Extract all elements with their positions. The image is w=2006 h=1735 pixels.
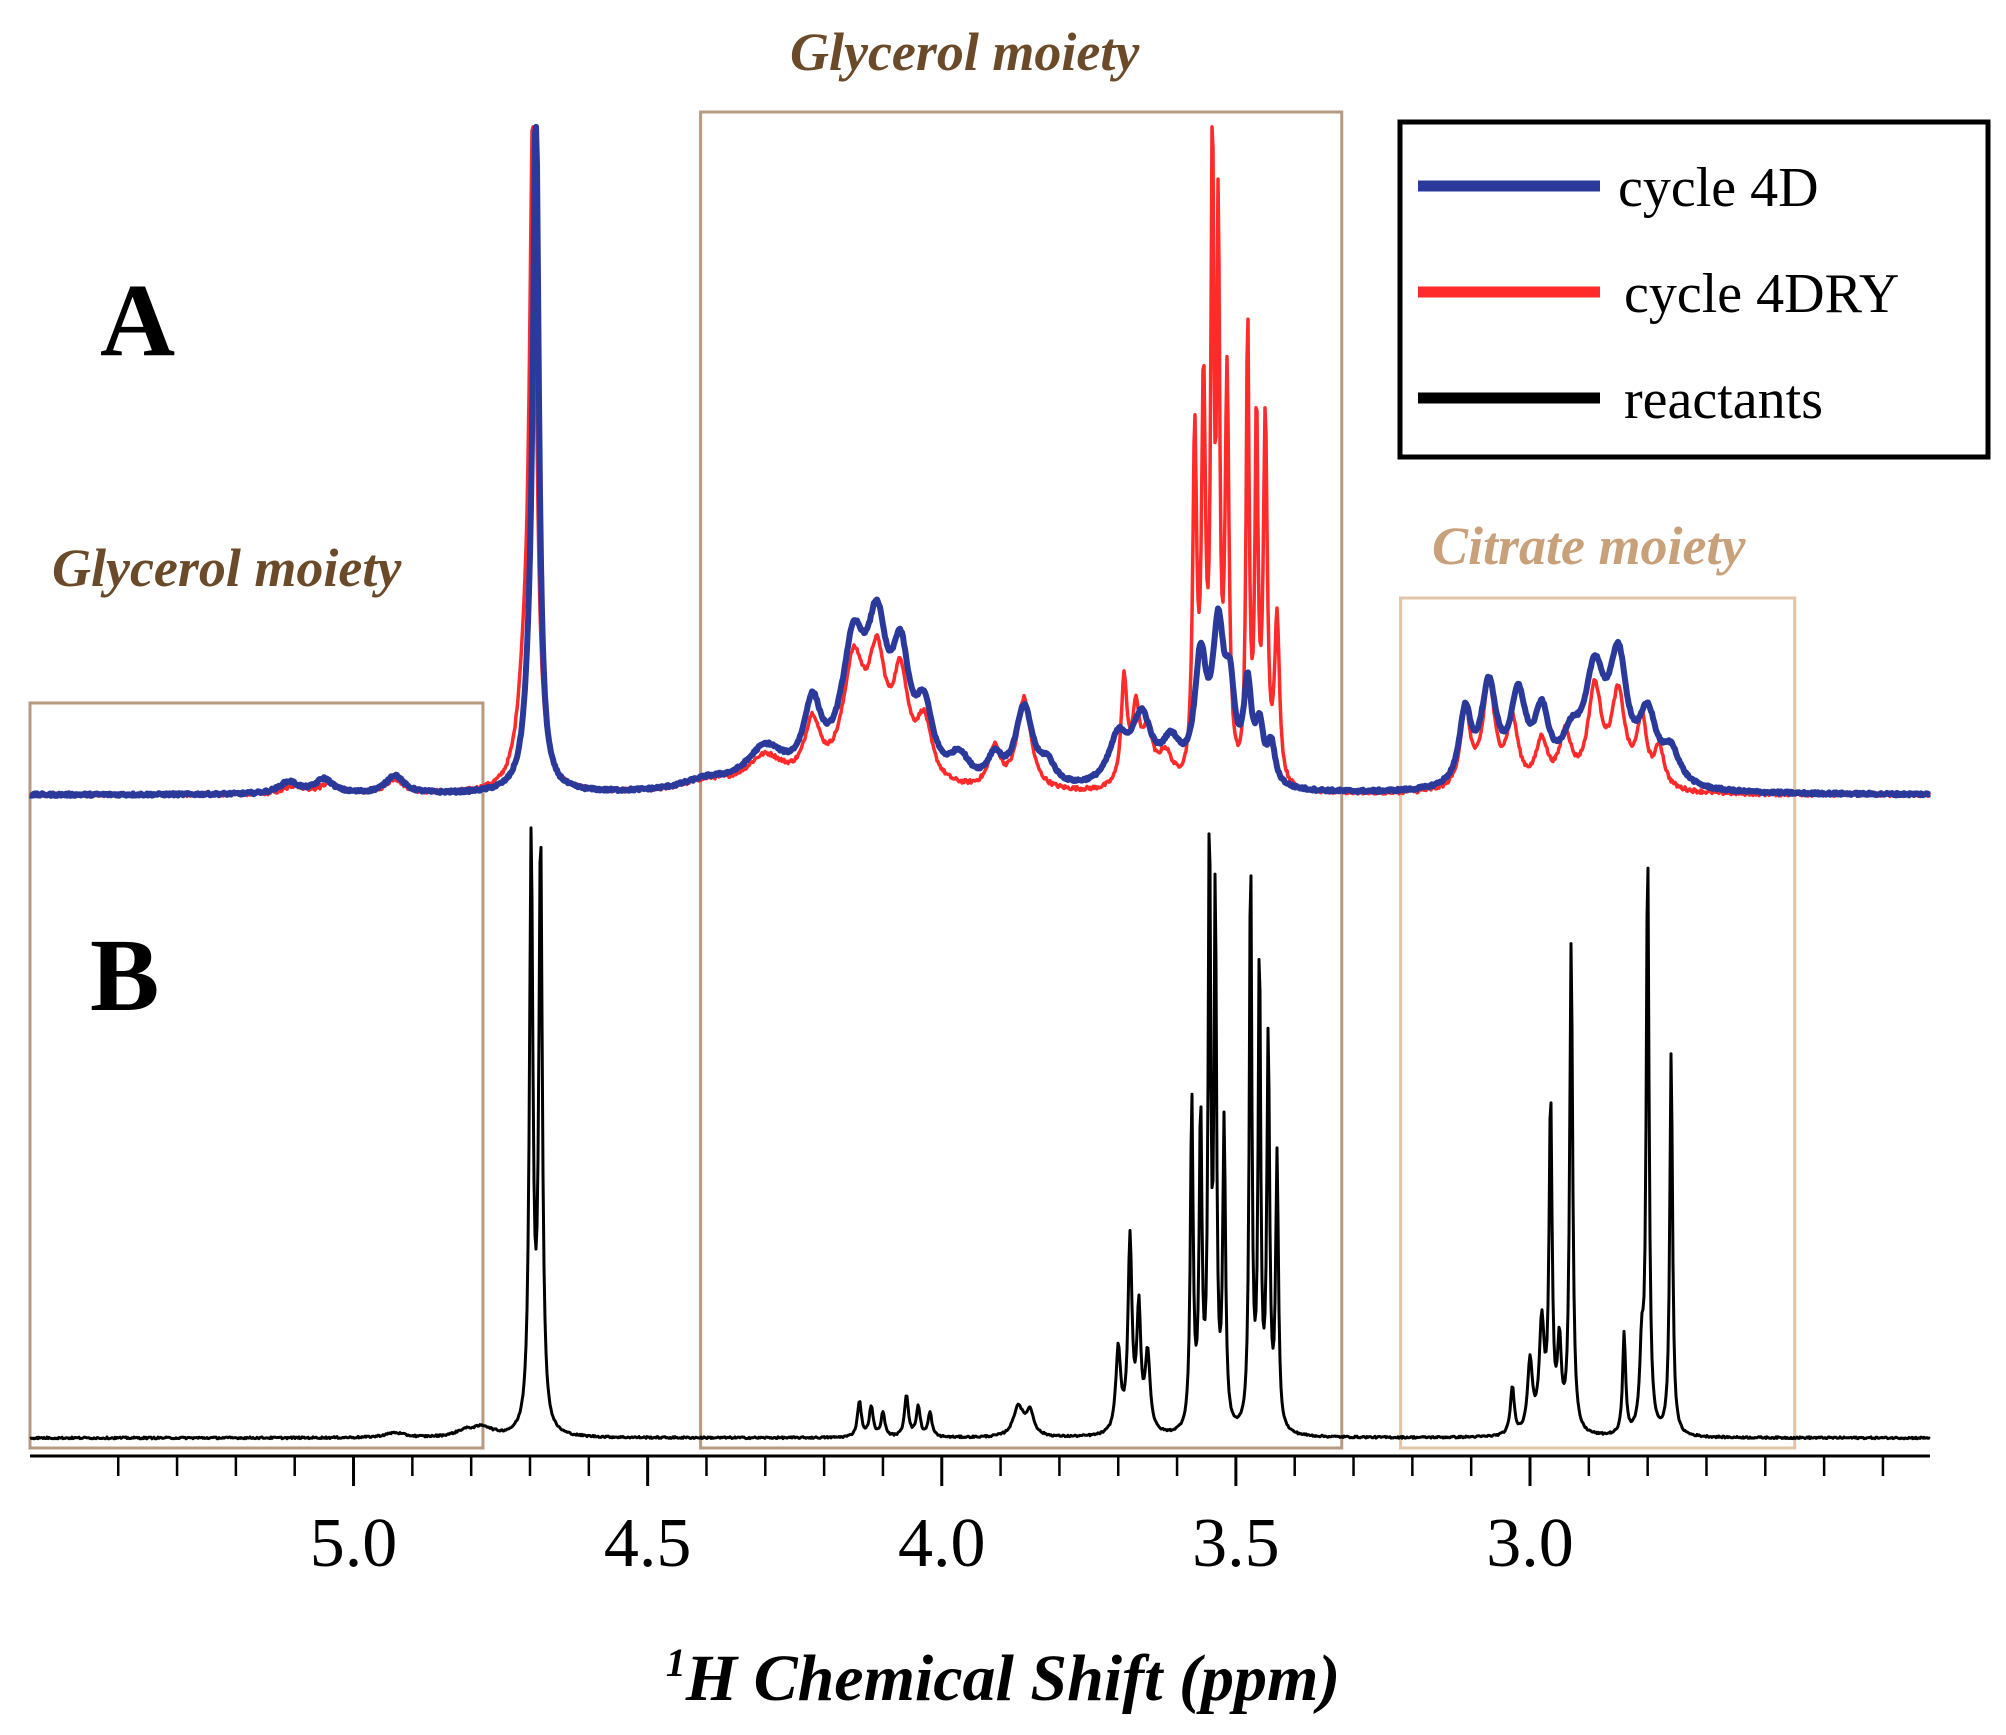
x-axis: 5.0 4.5 4.0 3.5 3.0 — [30, 1454, 1930, 1582]
region-boxes — [28, 110, 1797, 1450]
legend-label-reactants: reactants — [1624, 369, 1823, 431]
panel-label-a: A — [100, 263, 175, 378]
x-tick-label: 4.0 — [898, 1505, 986, 1582]
x-tick-label: 3.0 — [1486, 1505, 1574, 1582]
trace-reactants — [29, 826, 1931, 1441]
legend: cycle 4D cycle 4DRY reactants — [1397, 119, 1991, 460]
legend-label-cycle-4d: cycle 4D — [1618, 157, 1819, 219]
region-box-0 — [28, 701, 485, 1450]
x-tick-label: 5.0 — [310, 1505, 398, 1582]
legend-label-cycle-4dry: cycle 4DRY — [1624, 263, 1899, 325]
panel-label-b: B — [90, 918, 159, 1033]
trace-cycle-4d — [28, 123, 1932, 799]
x-axis-title-text: H Chemical Shift (ppm) — [685, 1642, 1341, 1715]
region-box-1 — [699, 110, 1344, 1450]
x-tick-label: 3.5 — [1192, 1505, 1280, 1582]
spectrum-traces — [28, 123, 1932, 1441]
x-tick-label: 4.5 — [604, 1505, 692, 1582]
region-label-glycerol-left: Glycerol moiety — [52, 538, 402, 598]
region-label-citrate: Citrate moiety — [1432, 516, 1746, 576]
region-label-glycerol-center: Glycerol moiety — [790, 22, 1140, 82]
x-axis-title: 1H Chemical Shift (ppm) — [666, 1640, 1341, 1715]
region-box-2 — [1399, 596, 1797, 1450]
x-axis-title-superscript: 1 — [666, 1640, 686, 1685]
